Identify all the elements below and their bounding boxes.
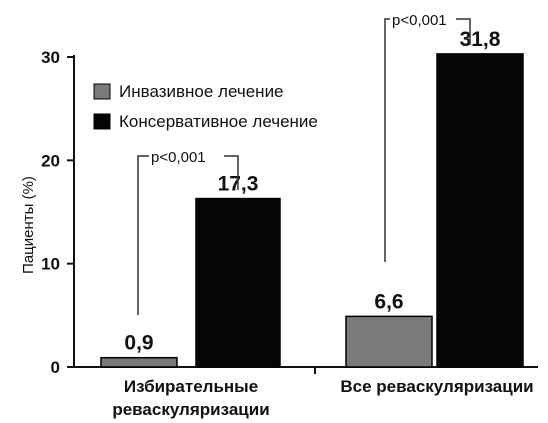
value-label: 31,8: [460, 28, 501, 51]
legend: Инвазивное лечение Консервативное лечение: [93, 82, 318, 131]
bar-invasive-0: [100, 356, 178, 368]
bracket-right: [456, 18, 471, 45]
bracket-left: [137, 155, 149, 315]
value-label: 6,6: [374, 290, 403, 313]
legend-label: Консервативное лечение: [119, 112, 318, 131]
legend-swatch: [93, 83, 111, 100]
bracket-left: [384, 18, 390, 262]
category-label: Все реваскуляризации: [340, 377, 533, 396]
p-value-label: p<0,001: [392, 12, 447, 29]
p-value-label: p<0,001: [151, 149, 206, 166]
significance-brackets: p<0,001 p<0,001: [137, 12, 471, 315]
labels: 0,96,617,331,8Избирательныереваскуляриза…: [112, 28, 533, 419]
legend-swatch: [93, 113, 111, 130]
value-label: 0,9: [124, 332, 153, 355]
category-label: Избирательные: [124, 377, 258, 396]
bar-conservative-0: [195, 197, 281, 368]
bars: [100, 53, 524, 368]
category-label: реваскуляризации: [112, 400, 269, 419]
legend-label: Инвазивное лечение: [119, 82, 284, 101]
bar-invasive-1: [345, 315, 433, 368]
bar-conservative-1: [436, 53, 524, 368]
y-tick-label: 0: [51, 358, 60, 377]
y-tick-label: 20: [41, 151, 60, 170]
y-tick-label: 10: [41, 255, 60, 274]
y-tick-label: 30: [41, 48, 60, 67]
y-axis-label: Пациенты (%): [20, 176, 37, 274]
bracket-right: [224, 155, 239, 190]
